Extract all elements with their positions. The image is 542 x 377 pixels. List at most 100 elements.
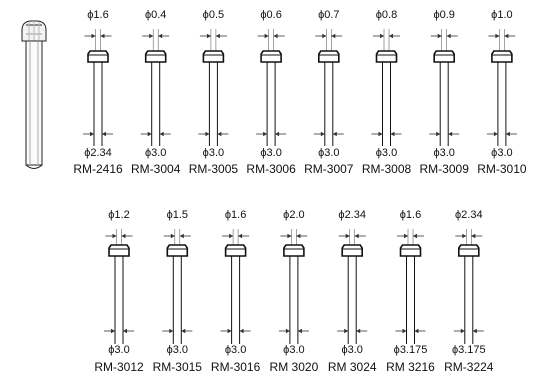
nozzle-item: ϕ1.6 ϕ3.0 RM-3016 [211,209,261,374]
model-label: RM-3016 [211,360,261,374]
model-label: RM-3008 [362,162,412,176]
shank-dimension-arrows [278,328,309,334]
nozzle-pin-icon [108,244,130,344]
shank-diameter-label: ϕ3.0 [260,147,281,159]
tip-diameter-label: ϕ0.7 [318,9,339,21]
nozzle-item: ϕ1.0 ϕ3.0 RM-3010 [477,9,527,176]
model-label: RM-3004 [131,162,181,176]
tip-dimension-arrows [488,33,516,39]
model-label: RM-3015 [153,360,203,374]
nozzle-pin-icon [491,50,513,146]
tip-dimension-arrows [430,33,458,39]
nozzle-pin-icon [375,50,398,146]
tip-diameter-label: ϕ0.4 [145,9,166,21]
tip-dimension-arrows [315,33,343,39]
tip-diameter-label: ϕ0.6 [260,9,281,21]
model-label: RM 3024 [328,360,377,374]
tip-dimension-arrows [105,233,133,239]
tip-dimension-arrows [222,233,250,239]
tip-dimension-arrows [199,33,227,39]
shank-dimension-arrows [83,131,113,137]
nozzle-pin-icon [458,244,480,344]
tip-dimension-arrows [257,33,285,39]
tip-dimension-arrows [397,233,424,239]
nozzle-item: ϕ1.6 ϕ2.34 RM-2416 [73,9,123,176]
shank-dimension-arrows [395,328,426,334]
nozzle-item: ϕ0.5 ϕ3.0 RM-3005 [189,9,239,176]
shank-dimension-arrows [453,328,484,334]
shank-diameter-label: ϕ3.0 [203,147,224,159]
tip-dimension-arrows [142,33,170,39]
shank-dimension-arrows [486,131,517,137]
tip-dimension-arrows [373,33,400,39]
model-label: RM-3012 [94,360,144,374]
nozzle-pin-icon [202,50,225,146]
shank-dimension-arrows [313,131,344,137]
nozzle-pin-icon [399,244,422,344]
shank-dimension-arrows [371,131,402,137]
shank-dimension-arrows [162,328,193,334]
shank-dimension-arrows [198,131,229,137]
shank-diameter-label: ϕ3.0 [283,344,304,356]
shank-dimension-arrows [140,131,171,137]
tip-diameter-label: ϕ1.6 [400,209,421,221]
shank-diameter-label: ϕ2.34 [84,147,112,159]
nozzle-item: ϕ2.0 ϕ3.0 RM 3020 [270,209,319,374]
shank-diameter-label: ϕ3.0 [433,147,454,159]
nozzle-item: ϕ0.6 ϕ3.0 RM-3006 [246,9,296,176]
nozzle-pin-icon [433,50,455,146]
nozzle-item: ϕ1.5 ϕ3.0 RM-3015 [153,209,203,374]
nozzle-item: ϕ1.6 ϕ3.175 RM 3216 [386,209,435,374]
tip-dimension-arrows [163,233,191,239]
nozzle-item: ϕ1.2 ϕ3.0 RM-3012 [94,209,144,374]
shank-diameter-label: ϕ3.175 [452,344,486,356]
model-label: RM-3005 [189,162,239,176]
tip-diameter-label: ϕ1.6 [225,209,246,221]
shank-dimension-arrows [256,131,287,137]
tip-dimension-arrows [280,233,308,239]
model-label: RM-3006 [246,162,296,176]
nozzle-pin-icon [318,50,340,146]
shank-diameter-label: ϕ3.0 [491,147,512,159]
nozzle-item: ϕ2.34 ϕ3.0 RM 3024 [328,209,377,374]
nozzle-item: ϕ2.34 ϕ3.175 RM-3224 [444,209,494,374]
tip-diameter-label: ϕ2.0 [283,209,304,221]
nozzle-pin-icon [87,50,109,146]
tip-diameter-label: ϕ2.34 [338,209,366,221]
tip-dimension-arrows [338,233,366,239]
shank-dimension-arrows [104,328,134,334]
nozzle-pin-icon [166,244,189,344]
tip-diameter-label: ϕ1.5 [167,209,188,221]
model-label: RM-3224 [444,360,494,374]
nozzle-item: ϕ0.7 ϕ3.0 RM-3007 [304,9,354,176]
model-label: RM-3007 [304,162,354,176]
shank-diameter-label: ϕ3.0 [225,344,246,356]
model-label: RM-3010 [477,162,527,176]
shank-dimension-arrows [429,131,460,137]
shank-diameter-label: ϕ3.0 [318,147,339,159]
tip-dimension-arrows [455,233,483,239]
shank-diameter-label: ϕ3.0 [108,344,129,356]
tip-diameter-label: ϕ1.6 [87,9,108,21]
shank-diameter-label: ϕ3.175 [394,344,428,356]
tip-diameter-label: ϕ1.2 [108,209,129,221]
model-label: RM 3216 [386,360,435,374]
nozzle-pin-icon [144,50,167,146]
shank-diameter-label: ϕ3.0 [167,344,188,356]
shank-diameter-label: ϕ3.0 [145,147,166,159]
nozzle-item: ϕ0.9 ϕ3.0 RM-3009 [420,9,470,176]
tip-diameter-label: ϕ0.8 [376,9,397,21]
screw-pin-icon [21,20,47,169]
nozzle-pin-icon [224,244,247,344]
tip-dimension-arrows [84,33,112,39]
tip-diameter-label: ϕ0.5 [203,9,224,21]
shank-diameter-label: ϕ3.0 [341,344,362,356]
tip-diameter-label: ϕ1.0 [491,9,512,21]
nozzle-pin-icon [283,244,305,344]
model-label: RM-2416 [73,162,123,176]
shank-dimension-arrows [337,328,368,334]
nozzle-item: ϕ0.4 ϕ3.0 RM-3004 [131,9,181,176]
nozzle-pin-icon [260,50,282,146]
tip-diameter-label: ϕ0.9 [433,9,454,21]
